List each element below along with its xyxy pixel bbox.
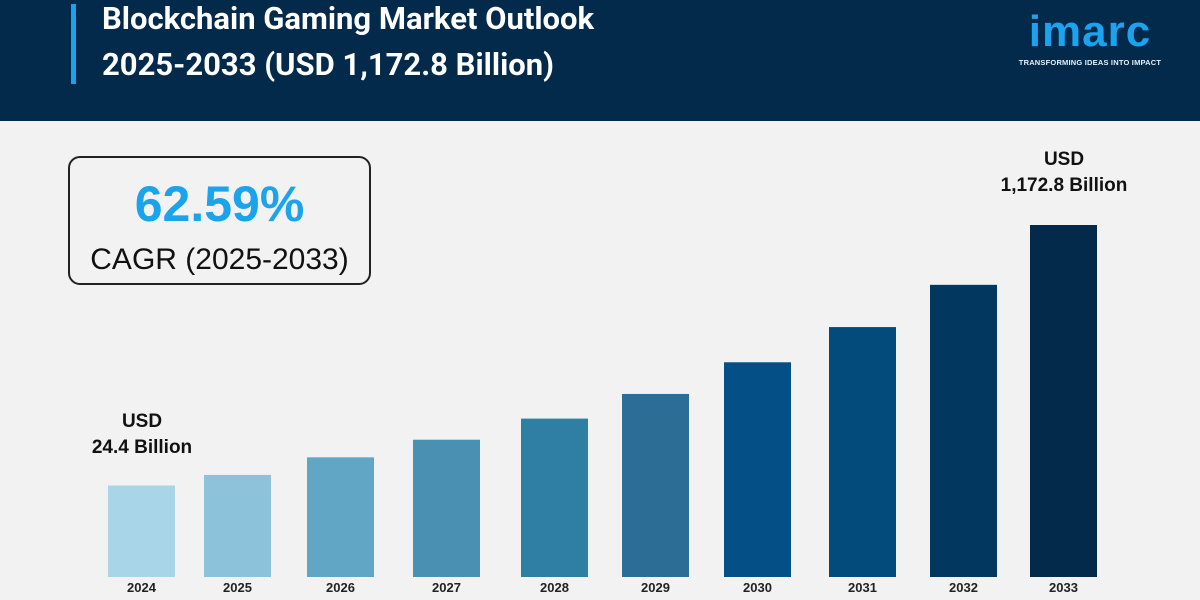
x-tick-label-2032: 2032 — [949, 580, 978, 595]
logo-wordmark: imarc — [1028, 7, 1152, 56]
x-tick-label-2031: 2031 — [848, 580, 877, 595]
bar-2026 — [307, 457, 374, 577]
x-tick-label-2025: 2025 — [223, 580, 252, 595]
x-tick-label-2033: 2033 — [1049, 580, 1078, 595]
end-annotation-line1: USD — [1043, 149, 1085, 170]
start-value-annotation: USD 24.4 Billion — [72, 409, 212, 461]
start-annotation-line2: 24.4 Billion — [91, 437, 193, 458]
end-annotation-line2: 1,172.8 Billion — [1000, 175, 1128, 196]
cagr-value: 62.59% — [134, 176, 305, 232]
x-tick-label-2030: 2030 — [743, 580, 772, 595]
title-line-2: 2025-2033 (USD 1,172.8 Billion) — [102, 46, 555, 83]
imarc-logo: imarc TRANSFORMING IDEAS INTO IMPACT — [1010, 2, 1170, 67]
x-tick-label-2029: 2029 — [641, 580, 670, 595]
bar-2028 — [521, 418, 588, 577]
bar-2030 — [724, 362, 791, 577]
title-line-1: Blockchain Gaming Market Outlook — [102, 0, 595, 37]
cagr-box: 62.59% CAGR (2025-2033) — [68, 156, 371, 285]
bar-2029 — [622, 393, 689, 577]
logo-tagline: TRANSFORMING IDEAS INTO IMPACT — [1018, 58, 1162, 67]
bar-2031 — [829, 327, 896, 577]
x-tick-label-2026: 2026 — [326, 580, 355, 595]
bar-2025 — [204, 474, 271, 577]
start-annotation-line1: USD — [121, 411, 163, 432]
bar-2027 — [413, 439, 480, 577]
bar-2024 — [108, 485, 175, 577]
page-title: Blockchain Gaming Market Outlook 2025-20… — [102, 0, 594, 88]
bar-2032 — [930, 284, 997, 577]
title-accent-bar — [71, 4, 76, 84]
header-banner: Blockchain Gaming Market Outlook 2025-20… — [0, 0, 1200, 121]
x-tick-label-2024: 2024 — [127, 580, 157, 595]
x-tick-label-2027: 2027 — [432, 580, 461, 595]
x-tick-label-2028: 2028 — [540, 580, 569, 595]
end-value-annotation: USD 1,172.8 Billion — [984, 147, 1144, 199]
bar-2033 — [1030, 225, 1097, 577]
cagr-label: CAGR (2025-2033) — [90, 243, 349, 276]
